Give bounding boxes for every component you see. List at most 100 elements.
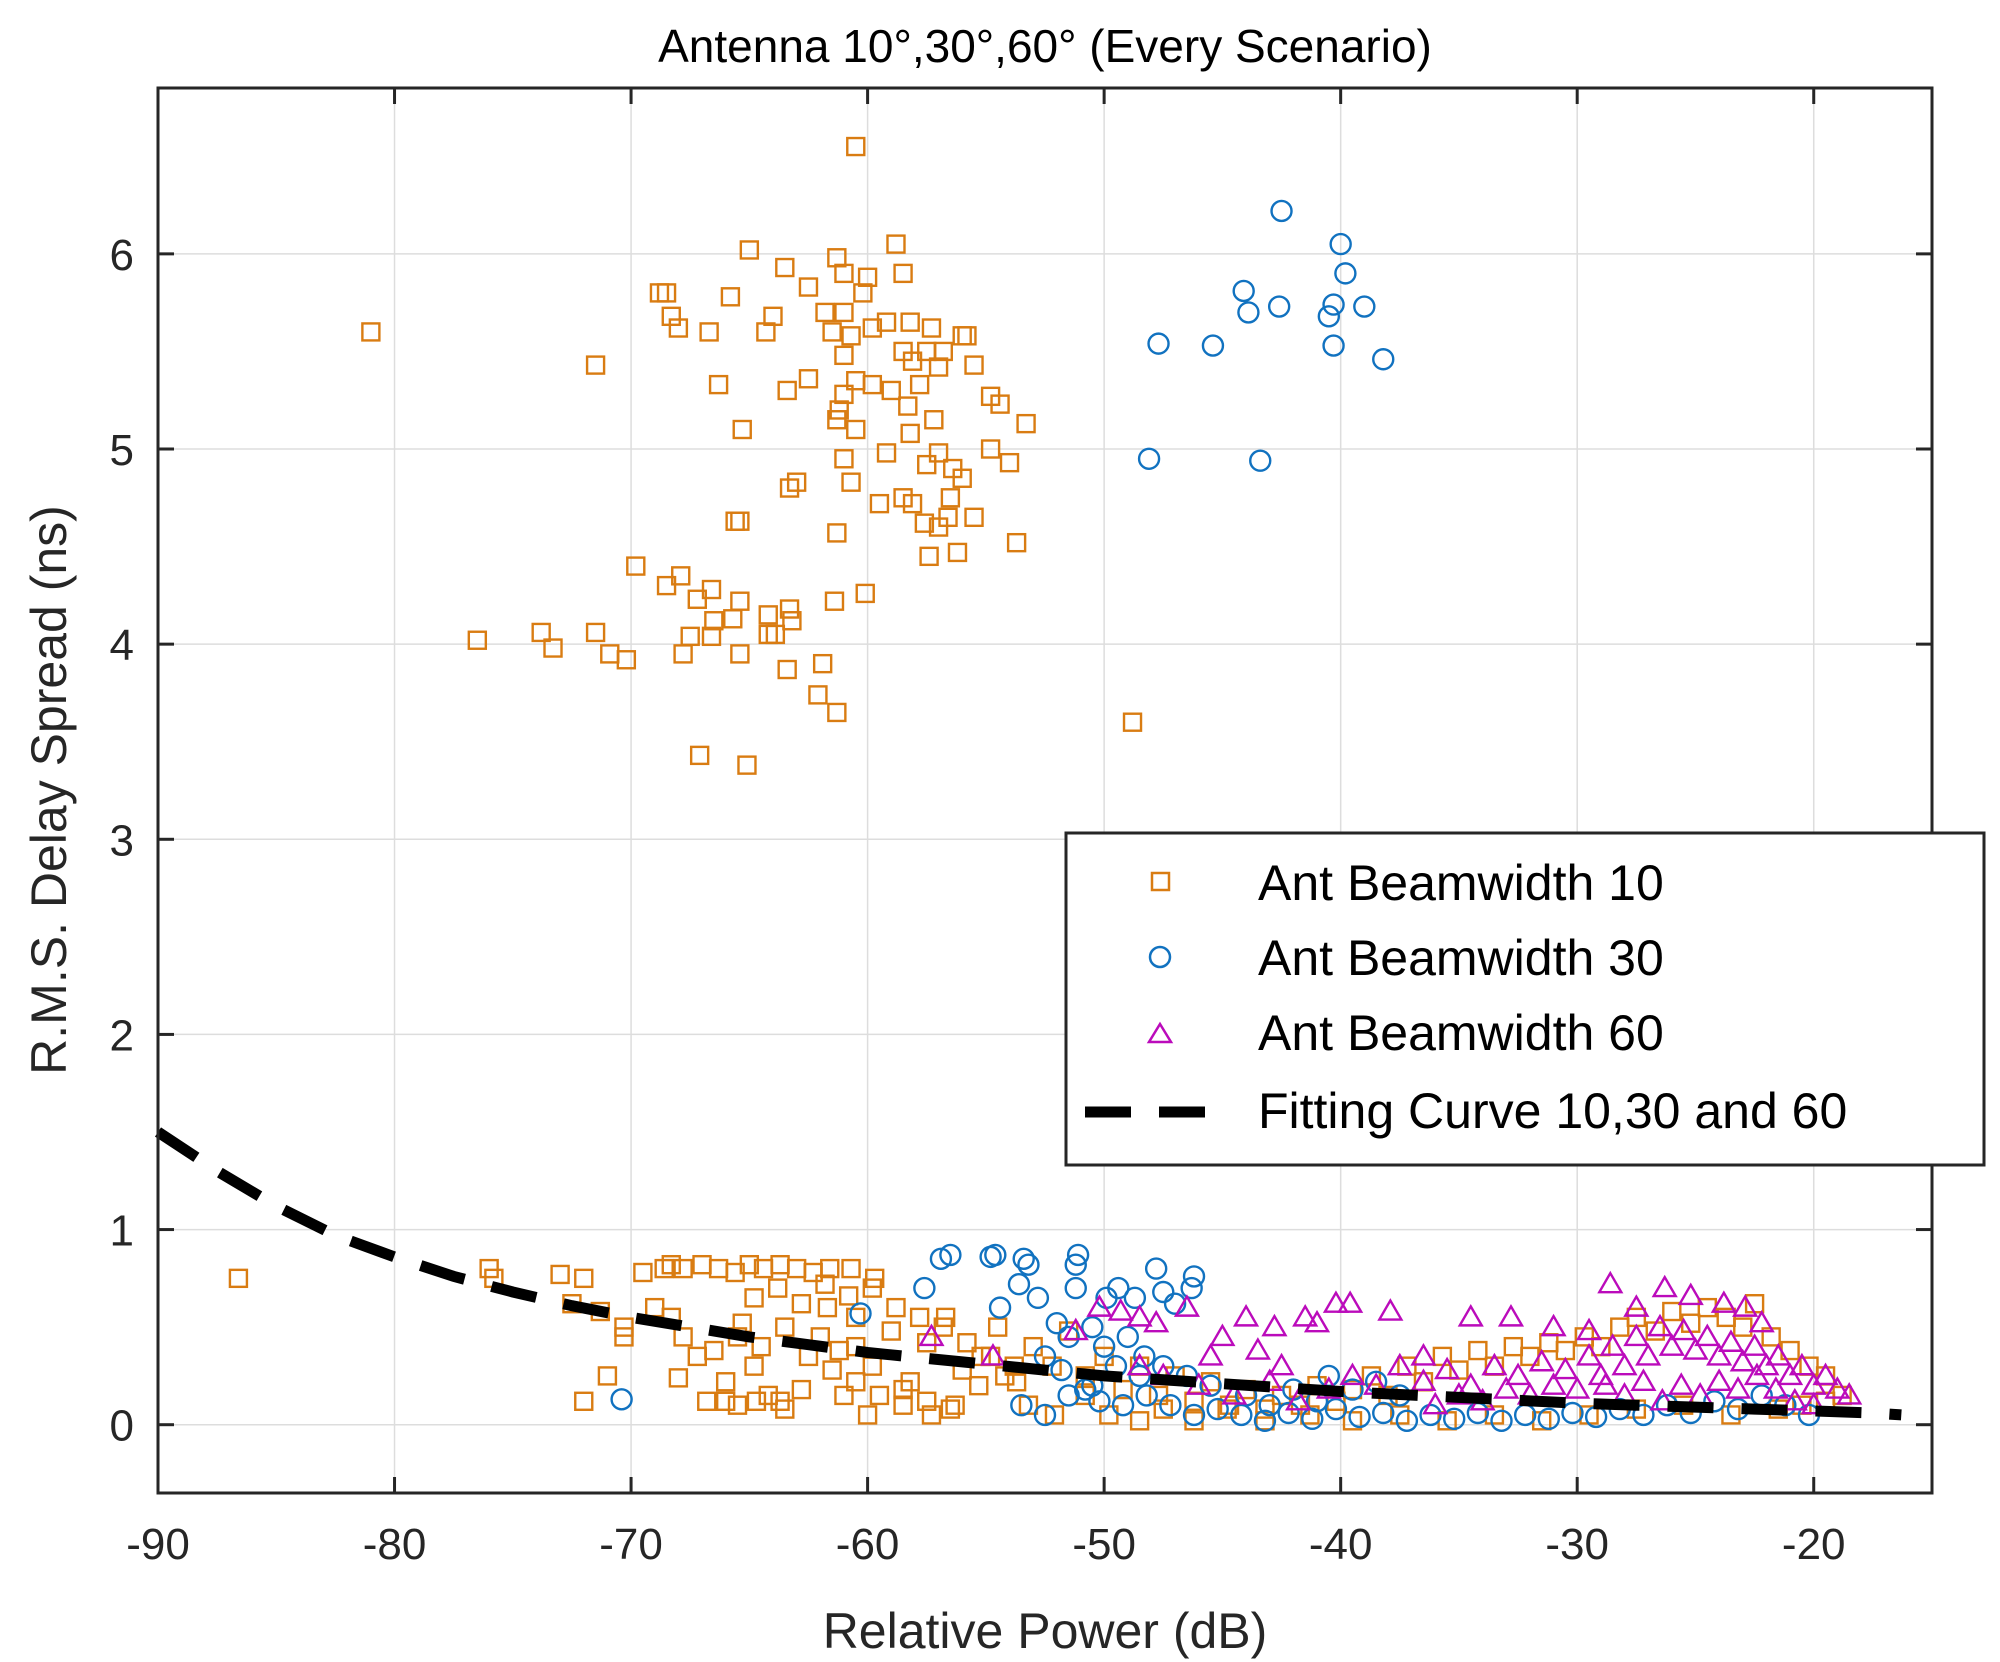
legend-marker-triangle xyxy=(1146,1021,1174,1044)
data-point-bw10 xyxy=(737,755,757,775)
data-point-bw10 xyxy=(699,322,719,342)
data-point-bw30 xyxy=(1057,1325,1080,1349)
data-point-bw10 xyxy=(779,599,800,619)
data-point-bw60 xyxy=(1729,1348,1756,1372)
data-point-bw10 xyxy=(857,267,878,287)
data-point-bw60 xyxy=(1434,1356,1461,1380)
data-point-bw10 xyxy=(1113,1379,1133,1400)
data-point-bw10 xyxy=(846,136,866,157)
data-point-bw10 xyxy=(673,644,693,664)
data-point-bw60 xyxy=(1611,1352,1638,1376)
x-axis-label: Relative Power (dB) xyxy=(823,1603,1268,1659)
data-point-bw10 xyxy=(827,523,847,543)
data-point-bw10 xyxy=(827,702,847,723)
data-point-bw30 xyxy=(1050,1358,1073,1382)
data-point-bw30 xyxy=(1703,1390,1726,1413)
data-point-bw30 xyxy=(1322,293,1345,316)
data-point-bw10 xyxy=(701,626,722,647)
x-tick-label: -70 xyxy=(599,1520,663,1569)
data-point-bw10 xyxy=(1255,1399,1275,1419)
data-point-bw10 xyxy=(869,1385,890,1406)
data-point-bw60 xyxy=(1575,1343,1603,1366)
data-point-bw10 xyxy=(467,630,488,650)
data-point-bw30 xyxy=(984,1243,1007,1267)
data-point-bw10 xyxy=(758,605,778,625)
data-point-bw60 xyxy=(1706,1368,1733,1391)
data-point-bw60 xyxy=(1651,1274,1678,1298)
data-point-bw60 xyxy=(1197,1343,1224,1366)
data-point-bw10 xyxy=(775,1317,795,1337)
data-point-bw10 xyxy=(857,1405,878,1425)
data-point-bw60 xyxy=(1268,1352,1295,1376)
data-point-bw10 xyxy=(720,287,741,307)
data-point-bw10 xyxy=(730,644,750,664)
data-point-bw30 xyxy=(1372,1401,1395,1425)
data-point-bw30 xyxy=(1490,1409,1513,1432)
y-tick-label: 4 xyxy=(110,621,134,670)
data-point-bw10 xyxy=(671,566,691,586)
data-point-bw30 xyxy=(1057,1384,1080,1407)
y-axis-label: R.M.S. Delay Spread (ns) xyxy=(21,505,77,1075)
series-triangle-group xyxy=(918,1270,1863,1415)
data-point-bw10 xyxy=(964,355,984,375)
data-point-bw60 xyxy=(1126,1352,1153,1376)
data-point-bw10 xyxy=(673,1327,693,1347)
data-point-bw60 xyxy=(1781,1387,1808,1411)
data-point-bw30 xyxy=(1395,1409,1419,1432)
data-point-bw10 xyxy=(834,449,854,469)
data-point-bw30 xyxy=(1277,1401,1300,1425)
data-point-bw10 xyxy=(815,302,835,323)
data-point-bw30 xyxy=(1334,262,1357,285)
data-point-bw60 xyxy=(1285,1387,1312,1411)
data-point-bw10 xyxy=(812,653,833,674)
data-point-bw60 xyxy=(1706,1343,1733,1366)
data-point-bw10 xyxy=(597,1366,618,1386)
data-point-bw30 xyxy=(1249,449,1272,472)
data-point-bw10 xyxy=(779,478,800,498)
plot-frame xyxy=(156,86,1934,1495)
data-point-bw10 xyxy=(791,1294,812,1314)
data-point-bw30 xyxy=(1253,1409,1277,1432)
data-point-bw60 xyxy=(1717,1329,1745,1352)
data-point-bw10 xyxy=(876,443,897,463)
data-point-bw10 xyxy=(909,1307,930,1328)
data-point-bw10 xyxy=(1122,712,1143,732)
data-point-bw10 xyxy=(1006,1372,1027,1392)
data-point-bw60 xyxy=(1126,1303,1153,1327)
y-tick-label: 2 xyxy=(110,1011,134,1060)
data-point-bw10 xyxy=(909,374,930,395)
data-point-bw60 xyxy=(1221,1382,1248,1405)
data-point-bw10 xyxy=(935,1307,956,1328)
data-point-bw10 xyxy=(777,659,797,680)
data-point-bw30 xyxy=(1201,334,1225,357)
data-point-bw30 xyxy=(1232,279,1255,303)
data-point-bw10 xyxy=(708,374,729,395)
data-point-bw10 xyxy=(668,1368,689,1388)
legend-label-bw10: Ant Beamwidth 10 xyxy=(1258,855,1664,911)
data-point-bw10 xyxy=(864,1268,885,1289)
data-point-bw10 xyxy=(957,1333,977,1353)
data-point-bw30 xyxy=(1010,1393,1033,1417)
data-point-bw30 xyxy=(1632,1403,1655,1427)
data-point-bw10 xyxy=(361,322,381,342)
data-point-bw10 xyxy=(815,1274,835,1294)
data-point-bw10 xyxy=(940,1399,961,1419)
data-point-bw10 xyxy=(585,622,606,643)
data-point-bw10 xyxy=(893,1379,913,1400)
data-point-bw30 xyxy=(929,1247,953,1271)
data-point-bw60 xyxy=(1107,1298,1134,1321)
data-point-bw60 xyxy=(1086,1294,1113,1317)
data-point-bw30 xyxy=(849,1302,872,1325)
data-point-bw30 xyxy=(1182,1265,1206,1288)
data-point-bw10 xyxy=(777,380,797,401)
data-point-bw10 xyxy=(846,1372,866,1392)
data-point-bw60 xyxy=(1694,1323,1721,1347)
data-point-bw10 xyxy=(1016,413,1036,434)
data-point-bw10 xyxy=(900,423,920,444)
data-point-bw10 xyxy=(798,369,819,389)
data-point-bw60 xyxy=(1635,1343,1662,1366)
data-point-bw10 xyxy=(914,513,935,533)
legend-marker-circle xyxy=(1148,945,1172,969)
data-point-bw60 xyxy=(1724,1376,1752,1399)
data-point-bw60 xyxy=(1337,1290,1364,1313)
